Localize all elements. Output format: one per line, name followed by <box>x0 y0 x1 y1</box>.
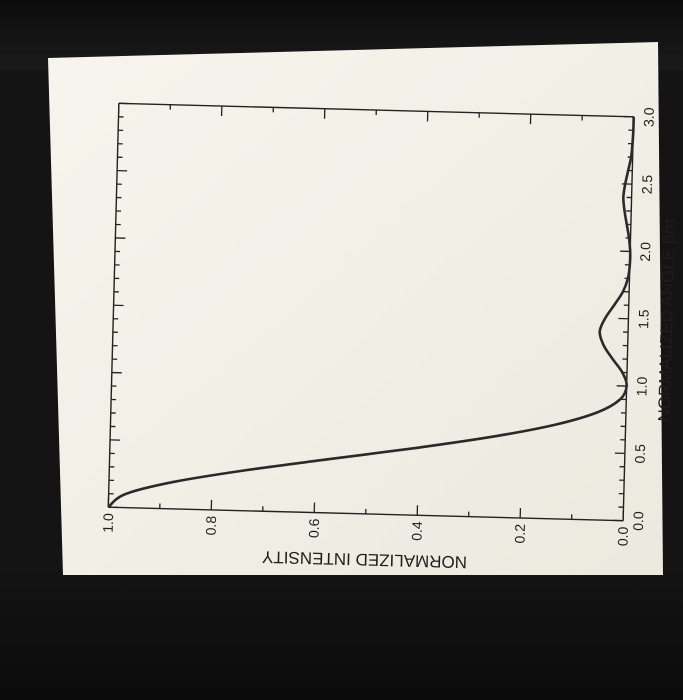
x-tick-label: 3.0 <box>640 107 657 127</box>
y-tick-label: 0.4 <box>409 521 426 541</box>
paper-sheet <box>48 42 663 575</box>
x-axis-title: NORMALIZED ANGLE β/π <box>655 218 679 422</box>
y-tick-label: 0.2 <box>511 524 528 544</box>
x-ticks-group: 0.0 0.5 1.0 1.5 2.0 2.5 3.0 <box>108 102 657 531</box>
intensity-curve <box>107 116 635 509</box>
x-tick-label: 0.0 <box>630 511 647 531</box>
x-tick-label: 2.0 <box>637 242 654 262</box>
x-tick-label: 0.5 <box>632 444 649 464</box>
x-tick-label: 2.5 <box>639 174 656 194</box>
y-tick-label: 0.0 <box>614 526 631 546</box>
y-tick-label: 0.6 <box>306 518 323 538</box>
x-tick-label: 1.5 <box>635 309 652 329</box>
y-tick-label: 1.0 <box>100 513 117 533</box>
rotated-chart-group: NORMALIZED INTENSITY NORMALIZED ANGLE β/… <box>100 102 679 572</box>
y-tick-label: 0.8 <box>203 515 220 535</box>
minor-ticks-group <box>108 104 634 520</box>
x-tick-label: 1.0 <box>633 376 650 396</box>
